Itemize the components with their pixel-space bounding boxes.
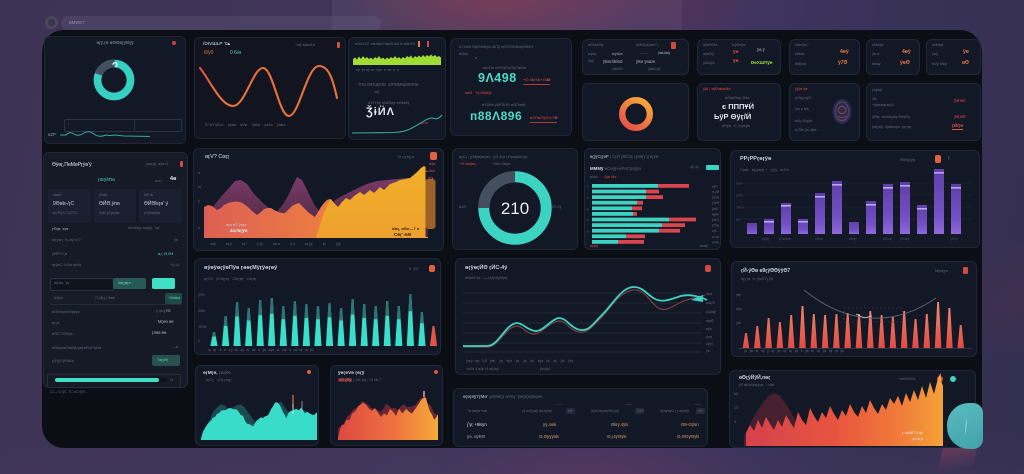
svg-text:өӱ: өӱ (586, 207, 590, 211)
svg-text:өӱӷө: өӱӷө (706, 342, 713, 346)
svg-text:ӱΘӷө: ӱΘӷө (951, 237, 958, 241)
svg-text:Сөӷ' ⁄өΘ: Сөӷ' ⁄өΘ (394, 232, 412, 237)
svg-text:ӱөΘ: ӱөΘ (712, 207, 719, 211)
svg-text:44,/өӷӱө: 44,/өӷӱө (230, 228, 248, 233)
svg-text:өӷө ө7 ӱөӷө: өӷө ө7 ӱөӷө (226, 222, 247, 227)
svg-text:өʪӷ, өΘп—7 п: өʪӷ, өΘп—7 п (392, 226, 420, 231)
svg-text:ӱΘөөӱ: ӱΘөөӱ (900, 237, 910, 241)
svg-text:өΘпөӷ: өΘпөӷ (883, 237, 893, 241)
svg-text:ӷ. ʪМӤ'7'ӷ пӱ: ӷ. ʪМӤ'7'ӷ пӱ (902, 431, 923, 435)
svg-text:өΘөӱ: өΘөӱ (849, 237, 857, 241)
svg-text:ө7С: ө7С (736, 194, 743, 198)
svg-text:өӷС: өӷС (712, 229, 718, 233)
svg-text:өӱө: өӱө (706, 327, 712, 331)
svg-text:ӱШӷөӱ: ӱШӷөӱ (706, 310, 716, 314)
svg-text:ӱСөΘ: ӱСөΘ (712, 196, 719, 200)
svg-text:ӱ: ӱ (586, 241, 588, 245)
svg-text:өΖР': өΖР' (48, 132, 57, 137)
svg-text:өӷөӷ: өӷөӷ (706, 335, 713, 339)
svg-text:Мӷө: Мӷө (736, 182, 742, 186)
svg-text:өӱ: өӱ (736, 218, 740, 222)
svg-text:өӱ: өӱ (586, 195, 590, 199)
svg-text:7М-ө: 7М-ө (736, 206, 744, 210)
svg-text:өӷөΘ: өӷөΘ (706, 319, 714, 323)
svg-text:ӱө: ӱө (706, 349, 710, 353)
svg-text:өΘөө: өΘөө (815, 237, 823, 241)
svg-text:өӱС: өӱС (712, 184, 719, 188)
svg-text:ӱСөΘөө: ӱСөΘөө (779, 237, 791, 241)
svg-text:өӷӱөӷ: өӷӱөӷ (762, 237, 770, 241)
svg-text:ӱ/өΘ: ӱ/өΘ (712, 201, 719, 205)
svg-text:ӱөСӤ: ӱөСӤ (712, 218, 719, 222)
svg-text:ӱө: ӱө (586, 184, 590, 188)
svg-text:өӱөӤ: өӱөӤ (712, 212, 719, 216)
svg-text:ө-4ӱ: ө-4ӱ (712, 235, 719, 239)
svg-text:ӱө: ӱө (586, 230, 590, 234)
svg-text:ө/4ө: ө/4ө (712, 240, 719, 244)
svg-text:ө-ӱӤ: ө-ӱӤ (712, 190, 719, 194)
svg-text:4ӱ: 4ӱ (586, 218, 590, 222)
svg-text:ӱСөӷ: ӱСөӷ (712, 224, 719, 228)
svg-text:210: 210 (501, 199, 529, 218)
svg-text:ӷөСөӷʪ: ӷөСөӷʪ (912, 437, 924, 441)
svg-text:өШӷΘ: өШӷΘ (706, 301, 715, 305)
svg-text:өӷөӷ: өӷөӷ (706, 292, 713, 296)
